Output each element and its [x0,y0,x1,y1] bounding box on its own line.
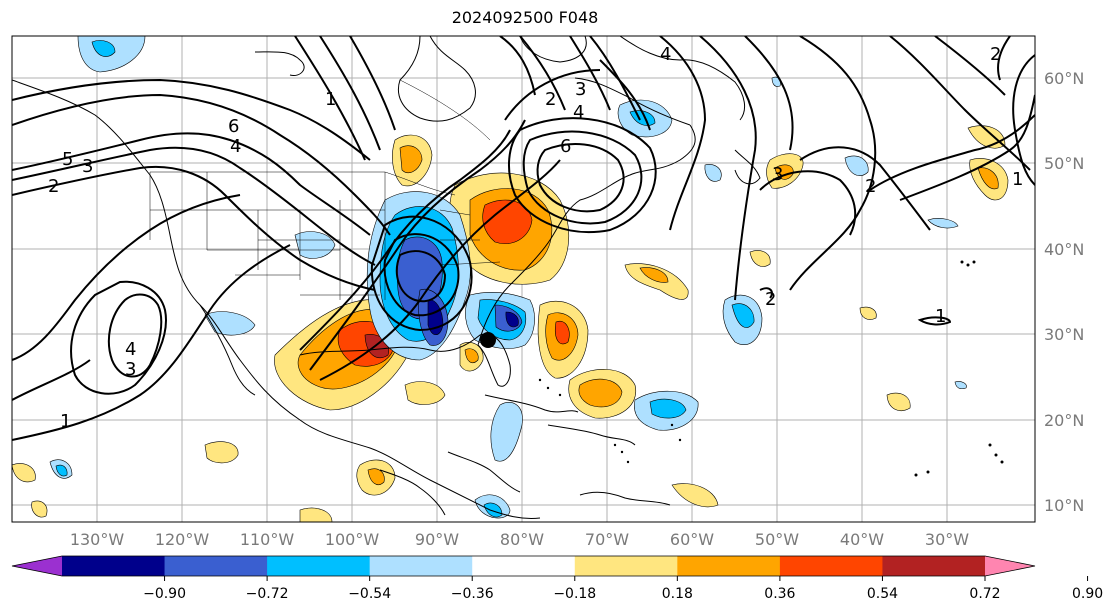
colorbar-tick-label: 0.36 [764,586,795,602]
contour-label: 2 [765,289,776,310]
contour-label: 2 [48,176,59,197]
lat-label: 10°N [1044,496,1084,515]
contour-label: 4 [125,339,136,360]
colorbar-segment [574,556,678,576]
colorbar-tick-label: −0.36 [451,586,494,602]
contour-label: 1 [1012,169,1023,190]
lon-label: 110°W [240,530,295,549]
lat-label: 50°N [1044,154,1084,173]
contour-label: 3 [82,156,93,177]
contour-label: 5 [62,149,73,170]
colorbar-tick-label: −0.72 [246,586,289,602]
state-borders [149,79,501,300]
graticule [12,36,1035,522]
colorbar-extend-low [12,556,62,576]
colorbar-segment [62,556,166,576]
colorbar-segment [267,556,371,576]
lon-label: 60°W [670,530,714,549]
contour-label: 2 [990,44,1001,65]
lon-label: 70°W [585,530,629,549]
contour-label: 3 [575,79,586,100]
colorbar-tick-label: 0.90 [1072,586,1103,602]
contour-label: 2 [545,89,556,110]
colorbar-extend-high [985,556,1035,576]
positive-anomaly-shading [12,125,1009,522]
islands [538,260,1004,477]
colorbar-tick-label: 0.72 [969,586,1000,602]
colorbar-segment [472,556,576,576]
colorbar-tick-label: −0.18 [553,586,596,602]
colorbar-tick-label: −0.54 [348,586,391,602]
colorbar-segment [677,556,781,576]
lat-label: 30°N [1044,325,1084,344]
contour-label-group: 6 4 5 3 2 1 6 4 3 4 2 2 3 2 1 1 4 3 2 1 [48,44,1023,432]
contour-label: 4 [230,136,241,157]
colorbar-tick-label: 0.18 [662,586,693,602]
latitude-labels: 60°N 50°N 40°N 30°N 20°N 10°N [1044,69,1084,515]
hurricane-center-marker [480,332,496,348]
contour-label: 4 [573,102,584,123]
contour-label: 1 [325,89,336,110]
height-contours [12,36,1035,441]
lon-label: 30°W [925,530,969,549]
map-title: 2024092500 F048 [451,8,599,27]
contour-label: 2 [865,176,876,197]
lon-label: 120°W [155,530,210,549]
contour-label: 1 [935,306,946,327]
colorbar-outline [11,555,1036,577]
colorbar-tick-label: −0.90 [143,586,186,602]
colorbar-segment [369,556,473,576]
lat-label: 20°N [1044,411,1084,430]
map-border [11,35,1036,523]
lon-label: 80°W [500,530,544,549]
contour-label: 4 [660,44,671,65]
colorbar-tick-label: 0.54 [867,586,898,602]
contour-label: 6 [560,136,571,157]
lat-label: 40°N [1044,240,1084,259]
lon-label: 90°W [415,530,459,549]
colorbar: −0.90 −0.72 −0.54 −0.36 −0.18 0.18 0.36 0.54 0.7… [11,555,1103,602]
longitude-labels: 130°W 120°W 110°W 100°W 90°W 80°W 70°W 6… [70,530,969,549]
contour-label: 6 [228,116,239,137]
colorbar-segment [779,556,883,576]
lat-label: 60°N [1044,69,1084,88]
colorbar-segment [882,556,986,576]
lon-label: 50°W [755,530,799,549]
colorbar-segment [164,556,268,576]
contour-label: 3 [772,164,783,185]
lon-label: 130°W [70,530,125,549]
lon-label: 100°W [325,530,380,549]
contour-label: 1 [60,411,71,432]
contour-label: 3 [125,359,136,380]
lon-label: 40°W [840,530,884,549]
